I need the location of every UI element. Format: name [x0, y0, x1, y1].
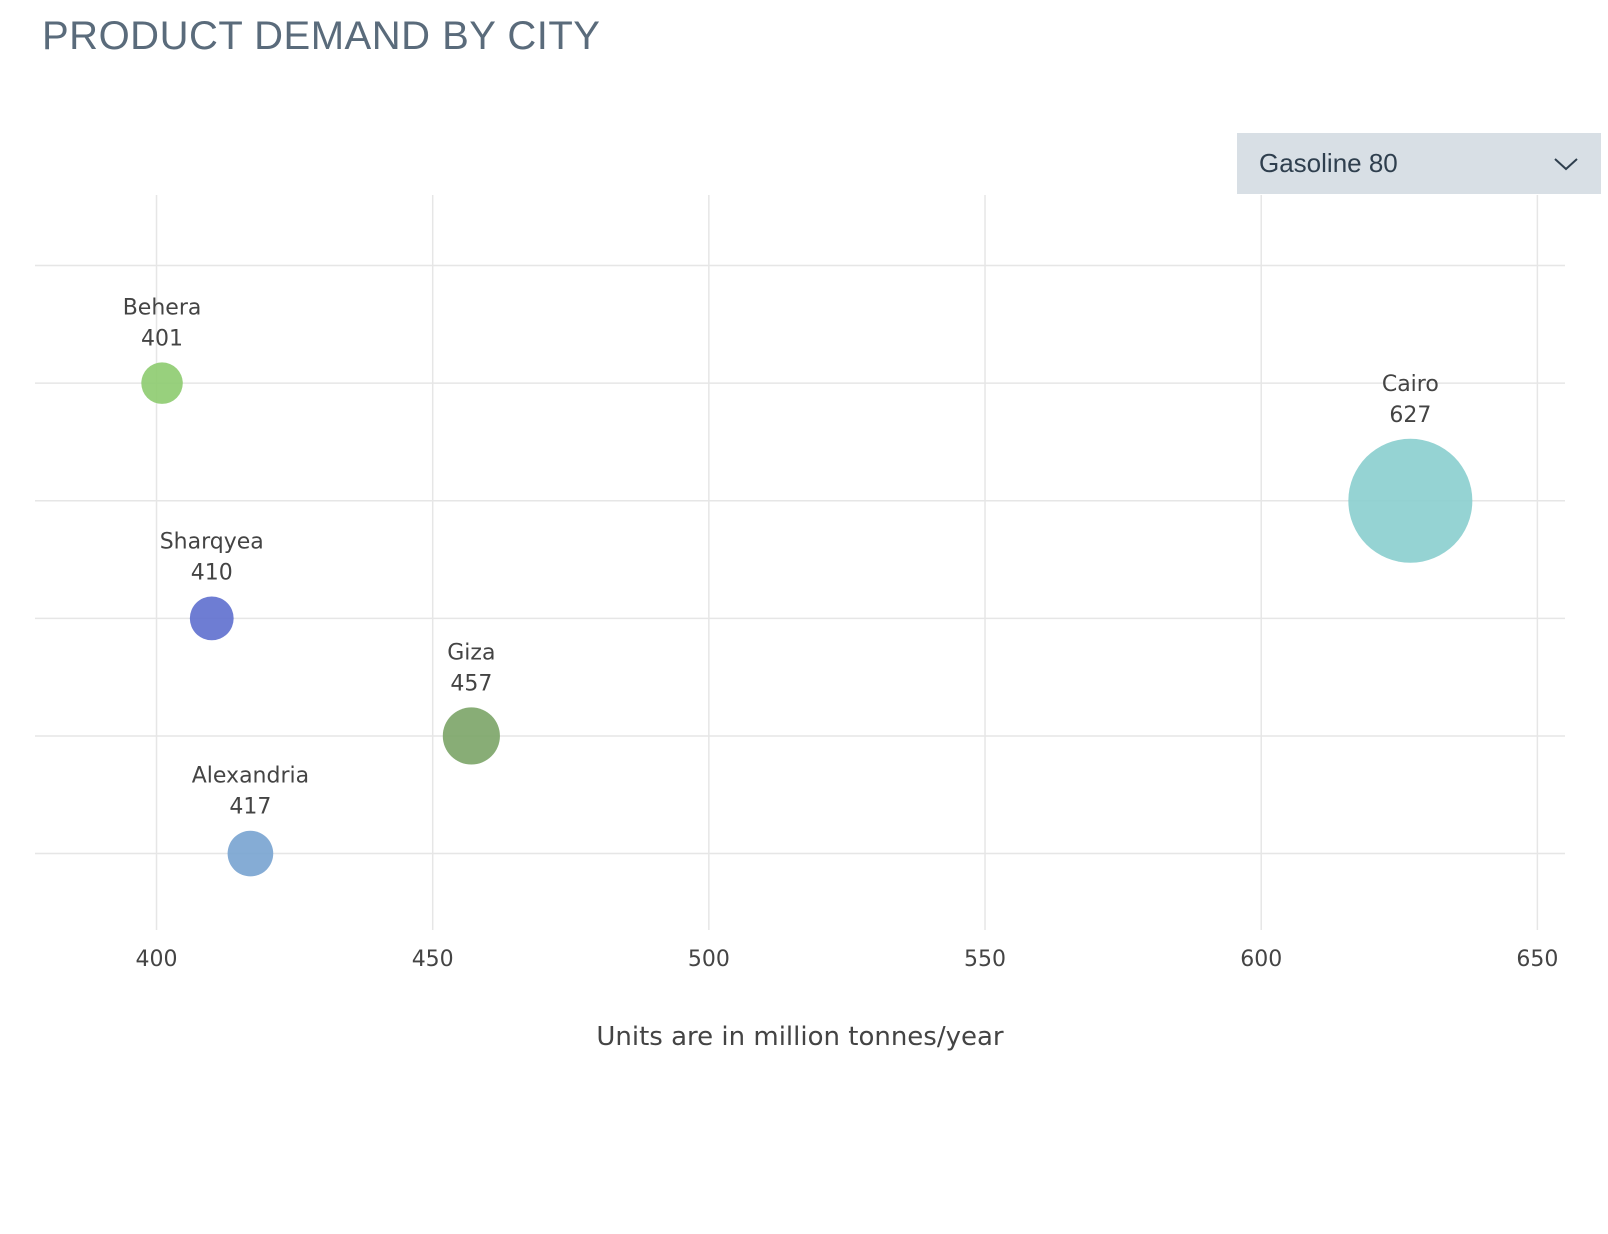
- bubble-label-value: 410: [191, 560, 233, 585]
- bubble-label-name: Cairo: [1382, 372, 1439, 397]
- chevron-down-icon[interactable]: [1553, 156, 1579, 172]
- bubble-label-value: 417: [229, 795, 271, 820]
- bubble-behera[interactable]: [141, 362, 183, 404]
- bubble-sharqyea[interactable]: [189, 596, 234, 641]
- x-tick-label: 550: [964, 947, 1006, 972]
- bubble-label-name: Giza: [447, 640, 495, 665]
- bubble-cairo[interactable]: [1348, 438, 1473, 563]
- bubble-alexandria[interactable]: [227, 830, 274, 877]
- dropdown-selected-value: Gasoline 80: [1259, 148, 1398, 178]
- page-title: PRODUCT DEMAND BY CITY: [42, 14, 601, 58]
- x-tick-label: 400: [136, 947, 178, 972]
- grid: [35, 195, 1565, 930]
- bubble-label-name: Sharqyea: [160, 529, 264, 554]
- bubble-label-value: 401: [141, 326, 183, 351]
- x-tick-label: 650: [1516, 947, 1558, 972]
- x-tick-label: 450: [412, 947, 454, 972]
- product-dropdown[interactable]: Gasoline 80: [1237, 133, 1601, 194]
- x-tick-label: 500: [688, 947, 730, 972]
- x-axis-ticks: 400 450 500 550 600 650: [136, 947, 1559, 972]
- bubbles: [141, 362, 1473, 877]
- x-tick-label: 600: [1240, 947, 1282, 972]
- bubble-label-name: Behera: [123, 295, 202, 320]
- bubble-label-name: Alexandria: [192, 764, 309, 789]
- bubble-label-value: 457: [450, 671, 492, 696]
- bubble-giza[interactable]: [442, 707, 500, 765]
- bubble-label-value: 627: [1389, 403, 1431, 428]
- x-axis-title: Units are in million tonnes/year: [596, 1022, 1004, 1052]
- bubble-labels: Behera 401 Cairo 627 Sharqyea 410 Giza 457 Alexa…: [123, 295, 1439, 819]
